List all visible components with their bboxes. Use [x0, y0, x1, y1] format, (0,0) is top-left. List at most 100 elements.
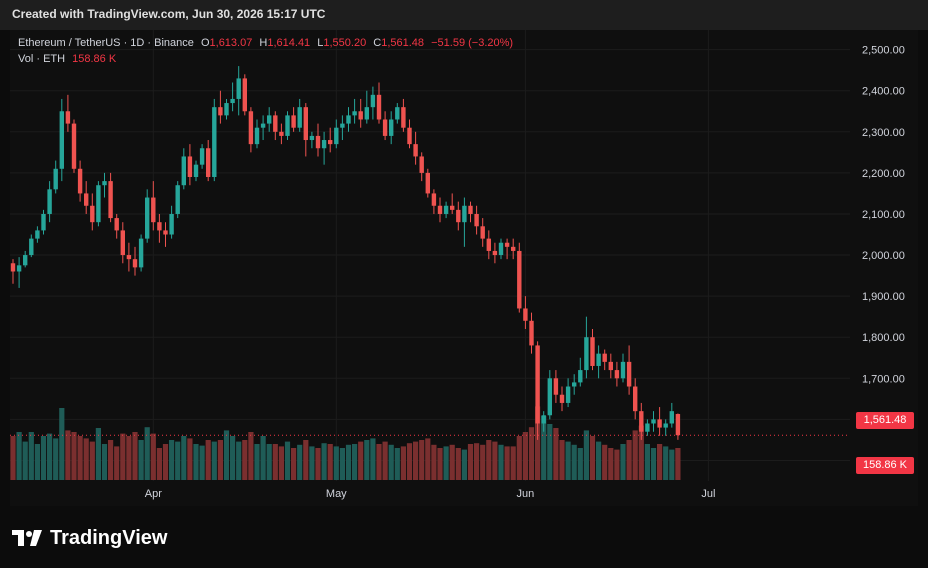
x-tick-label: Jun: [517, 488, 535, 500]
volume-bar: [443, 446, 449, 480]
volume-bar: [272, 444, 278, 480]
volume-bar: [431, 444, 437, 480]
volume-bar: [236, 441, 242, 480]
high-label: H: [259, 37, 268, 49]
volume-bar: [175, 441, 181, 480]
volume-bar: [382, 441, 388, 480]
candle-body: [425, 172, 430, 194]
candle-body: [663, 423, 668, 428]
candle-body: [157, 222, 162, 231]
volume-bar: [571, 444, 577, 480]
candle-body: [376, 94, 382, 120]
candle-body: [242, 78, 247, 112]
candle-body: [334, 127, 339, 145]
volume-bar: [535, 406, 541, 480]
candle-body: [407, 127, 412, 145]
candle-body: [578, 370, 583, 383]
volume-bar: [28, 432, 34, 480]
candle-body: [657, 419, 662, 428]
volume-bar: [400, 446, 406, 480]
close-value: 1,561.48: [381, 37, 425, 49]
candle-body: [260, 123, 266, 128]
volume-bar: [650, 448, 657, 480]
volume-bar: [516, 436, 522, 480]
y-tick-label: 1,700.00: [862, 373, 905, 385]
volume-bar: [474, 443, 480, 480]
candle-body: [645, 423, 650, 432]
grid-lines: [10, 30, 850, 481]
candle-body: [602, 353, 607, 362]
candle-body: [315, 135, 321, 149]
volume-bar: [10, 436, 16, 480]
candle-body: [608, 361, 613, 371]
candle-body: [267, 115, 272, 124]
candle-body: [559, 394, 565, 403]
candle-body: [10, 263, 16, 272]
candle-body: [71, 123, 77, 169]
created-with-text: Created with TradingView.com, Jun 30, 20…: [12, 7, 326, 21]
candle-body: [413, 144, 418, 157]
candle-body: [553, 378, 559, 395]
candle-body: [675, 414, 681, 436]
candle-body: [480, 226, 485, 239]
candle-body: [523, 308, 528, 321]
x-tick-label: May: [326, 488, 347, 500]
candle-body: [651, 419, 656, 424]
candle-body: [389, 119, 394, 136]
candle-body: [626, 361, 632, 387]
volume-bar: [644, 444, 650, 480]
volume-bar: [522, 432, 528, 480]
y-tick-label: 2,000.00: [862, 250, 905, 262]
candle-body: [596, 353, 601, 366]
candle-body: [126, 255, 132, 260]
volume-label: Vol · ETH: [18, 53, 66, 65]
brand-name: TradingView: [50, 526, 168, 549]
candle-body: [395, 107, 400, 120]
volume-bar: [89, 441, 95, 480]
candle-body: [84, 193, 89, 206]
volume-bar: [413, 441, 419, 480]
y-tick-label: 2,200.00: [862, 168, 905, 180]
volume-bar: [583, 430, 589, 480]
volume-bar: [59, 408, 65, 480]
volume-bar: [284, 441, 291, 480]
volume-bar: [211, 441, 217, 480]
volume-bar: [589, 436, 596, 480]
open-value: 1,613.07: [209, 37, 253, 49]
candle-body: [498, 242, 504, 256]
volume-bar: [669, 449, 675, 480]
volume-bar: [370, 438, 376, 480]
volume-bar: [65, 430, 71, 480]
volume-bar: [138, 440, 144, 480]
volume-bar: [577, 448, 583, 480]
candle-body: [279, 131, 284, 136]
candle-body: [443, 205, 449, 214]
candle-body: [669, 411, 674, 424]
candle-body: [23, 255, 28, 266]
volume-bar: [394, 448, 400, 480]
volume-bar: [291, 448, 297, 480]
chart-area[interactable]: [10, 30, 918, 506]
x-axis: Apr May Jun Jul: [145, 488, 716, 500]
top-bar: Created with TradingView.com, Jun 30, 20…: [0, 0, 928, 30]
volume-bar: [333, 446, 339, 480]
open-label: O: [200, 37, 210, 49]
candle-body: [212, 107, 217, 177]
volume-bar: [455, 448, 461, 480]
candle-body: [352, 111, 357, 116]
x-tick-label: Jul: [701, 488, 715, 500]
volume-bar: [376, 444, 382, 480]
chart-legend: Ethereum / TetherUS · 1D · Binance O1,61…: [18, 35, 513, 67]
last-price-tag: 1,561.48: [856, 412, 914, 429]
volume-bar: [596, 441, 602, 480]
volume-bar: [528, 427, 535, 480]
candle-body: [114, 218, 119, 231]
volume-bar: [230, 436, 236, 480]
volume-bar: [321, 443, 327, 480]
volume-bar: [217, 440, 223, 480]
volume-bar: [608, 448, 614, 480]
volume-bar: [315, 448, 321, 480]
volume-bar: [108, 440, 114, 480]
volume-bar: [40, 436, 47, 480]
